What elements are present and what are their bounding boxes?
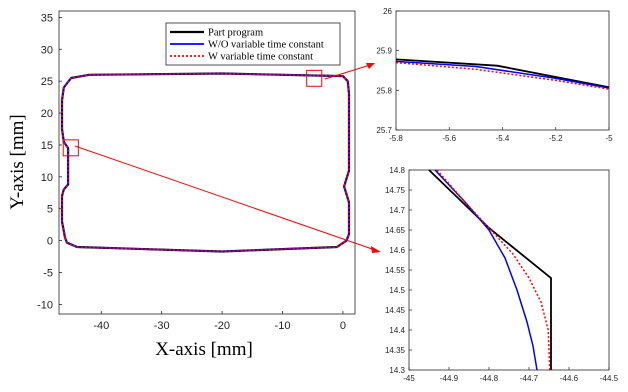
zoom-plot-1: -5.8 -5.6 -5.4 -5.2 -5 25.7 25.8 25.9 26: [376, 7, 613, 143]
z1-x-tick-label-4: -5: [605, 134, 613, 143]
z1-x-tick-label-3: -5.2: [549, 134, 563, 143]
legend-label-without-vtc: W/O variable time constant: [208, 40, 324, 51]
main-y-axis-label: Y-axis [mm]: [7, 114, 28, 210]
main-ticks: -40 -30 -20 -10 0 -10 -5 0 5 10 15 20 25 30 35: [37, 12, 346, 332]
main-y-tick-label-0: -10: [37, 299, 53, 311]
z2-y-tick-label-10: 14.8: [389, 166, 405, 175]
z2-x-tick-label-5: -44.5: [600, 374, 619, 383]
z2-x-tick-label-3: -44.7: [520, 374, 539, 383]
main-y-tick-label-5: 15: [41, 140, 53, 152]
z2-y-tick-label-8: 14.7: [389, 206, 405, 215]
zoom1-ticks: -5.8 -5.6 -5.4 -5.2 -5 25.7 25.8 25.9 26: [376, 7, 613, 143]
z2-line-part-program: [428, 169, 552, 370]
z2-y-tick-label-0: 14.3: [389, 366, 405, 375]
z1-x-tick-label-1: -5.6: [442, 134, 456, 143]
z2-y-tick-label-7: 14.65: [385, 226, 406, 235]
main-x-tick-label-4: 0: [340, 320, 346, 332]
z1-y-tick-label-1: 25.8: [376, 86, 392, 95]
z2-y-tick-label-9: 14.75: [385, 186, 406, 195]
main-y-tick-label-3: 5: [47, 204, 53, 216]
legend-label-with-vtc: W variable time constant: [208, 52, 313, 63]
main-y-tick-label-8: 30: [41, 44, 53, 56]
zoom1-lines: [395, 58, 610, 90]
zoom-connectors: [74, 63, 381, 253]
z2-line-with-vtc: [436, 169, 551, 371]
z2-y-tick-label-2: 14.4: [389, 326, 405, 335]
z1-line-with-vtc: [395, 61, 610, 90]
z2-x-tick-label-2: -44.8: [480, 374, 499, 383]
main-y-tick-label-1: -5: [43, 268, 53, 280]
z1-line-part-program: [395, 58, 610, 89]
zoom2-lines: [428, 169, 552, 371]
main-y-tick-label-6: 20: [41, 108, 53, 120]
zoom-plot-2: -45 -44.9 -44.8 -44.7 -44.6 -44.5 14.3 14.35 14.…: [385, 166, 619, 383]
z1-line-without-vtc: [395, 60, 610, 89]
z2-x-tick-label-4: -44.6: [560, 374, 579, 383]
z1-y-tick-label-3: 26: [383, 7, 392, 16]
legend: Part program W/O variable time constant …: [165, 22, 341, 66]
connector-arrowhead-2: [371, 246, 381, 253]
z2-y-tick-label-3: 14.45: [385, 306, 406, 315]
connector-arrow-2: [74, 145, 376, 251]
z2-y-tick-label-1: 14.35: [385, 346, 406, 355]
z1-x-tick-label-0: -5.8: [389, 134, 403, 143]
z2-x-tick-label-1: -44.9: [440, 374, 459, 383]
z1-y-tick-label-2: 25.9: [376, 47, 392, 56]
connector-arrow-1: [324, 64, 371, 80]
main-outline-with-vtc: [61, 72, 350, 253]
main-y-tick-label-4: 10: [41, 172, 53, 184]
main-y-tick-label-2: 0: [47, 236, 53, 248]
zoom2-ticks: -45 -44.9 -44.8 -44.7 -44.6 -44.5 14.3 14.35 14.…: [385, 166, 619, 383]
main-y-tick-label-9: 35: [41, 12, 53, 24]
connector-arrowhead-1: [366, 63, 375, 69]
main-x-tick-label-3: -10: [275, 320, 291, 332]
zoom-box-2: [62, 139, 79, 157]
z2-x-tick-label-0: -45: [403, 374, 415, 383]
z2-y-tick-label-6: 14.6: [389, 246, 405, 255]
legend-label-part-program: Part program: [208, 28, 263, 39]
zoom-box-1: [306, 69, 323, 87]
main-x-axis-label: X-axis [mm]: [155, 339, 253, 360]
z1-x-tick-label-2: -5.4: [496, 134, 510, 143]
main-x-tick-label-1: -30: [154, 320, 170, 332]
main-x-tick-label-2: -20: [214, 320, 230, 332]
main-y-tick-label-7: 25: [41, 76, 53, 88]
z1-y-tick-label-0: 25.7: [376, 126, 392, 135]
z2-y-tick-label-5: 14.55: [385, 266, 406, 275]
main-x-tick-label-0: -40: [93, 320, 109, 332]
z2-y-tick-label-4: 14.5: [389, 286, 405, 295]
